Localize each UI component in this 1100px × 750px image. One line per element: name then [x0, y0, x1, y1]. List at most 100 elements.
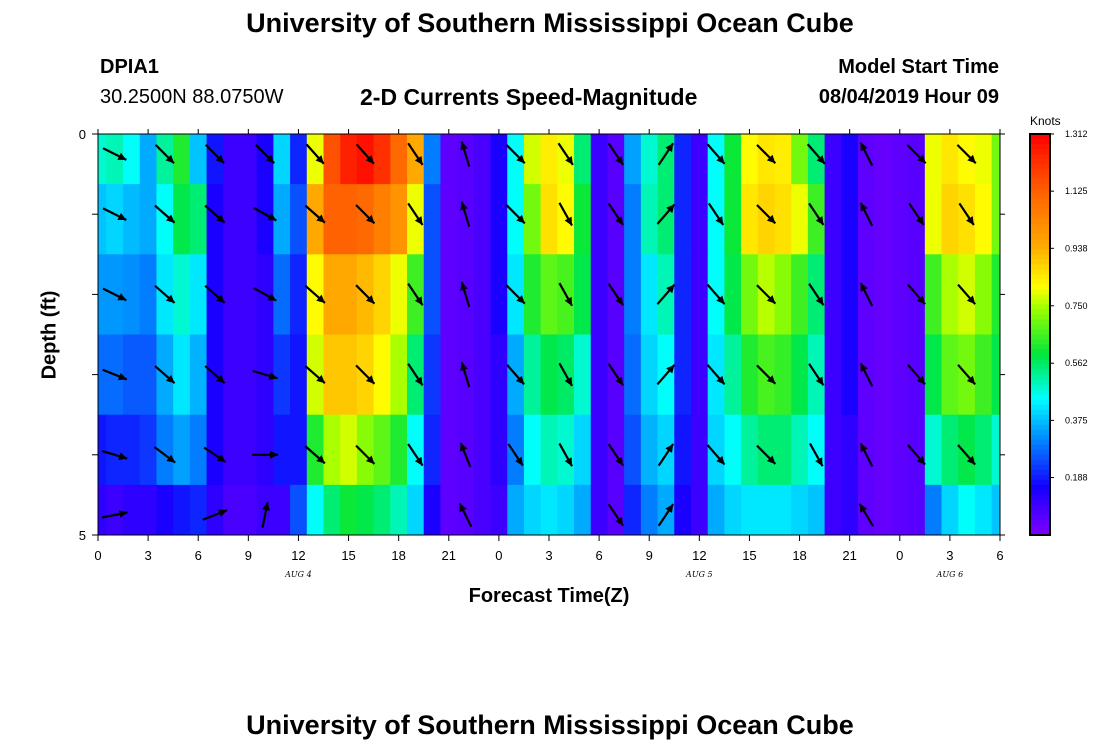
colorbar-segment	[1030, 504, 1050, 511]
arrow-head	[216, 294, 225, 303]
heatmap-cell	[741, 334, 759, 416]
heatmap-cell	[173, 254, 191, 336]
arrow-head	[365, 375, 375, 384]
current-arrow	[657, 503, 675, 527]
heatmap-cell	[340, 334, 358, 416]
heatmap-cell	[774, 334, 792, 416]
colorbar-segment	[1030, 209, 1050, 215]
current-arrow	[154, 144, 175, 165]
arrow-head	[564, 216, 573, 226]
current-arrow	[859, 141, 874, 167]
arrow-head	[716, 155, 725, 164]
current-arrow	[707, 202, 725, 226]
heatmap-cell	[440, 334, 458, 416]
heatmap-cell	[440, 184, 458, 255]
current-arrow	[252, 450, 279, 459]
current-arrow	[607, 202, 624, 226]
colorbar-segment	[1030, 309, 1050, 316]
heatmap-cell	[239, 134, 258, 185]
colorbar-segment	[1030, 509, 1050, 516]
arrow-head	[766, 214, 776, 224]
arrow-head	[414, 155, 423, 165]
colorbar-segment	[1030, 424, 1050, 431]
heatmap-cell	[874, 334, 893, 416]
heatmap-cell	[674, 254, 692, 336]
heatmap-cell	[106, 134, 124, 185]
heatmap-cell	[841, 184, 859, 255]
current-arrow	[808, 442, 824, 467]
colorbar-segment	[1030, 409, 1050, 416]
arrow-head	[715, 216, 724, 226]
current-arrow	[607, 443, 624, 467]
arrow-head	[267, 293, 277, 301]
current-arrow	[304, 204, 326, 224]
heatmap-cell	[423, 414, 442, 486]
arrow-head	[165, 214, 175, 223]
current-arrow	[355, 143, 375, 165]
current-arrow	[956, 144, 977, 165]
arrow-head	[665, 504, 674, 514]
x-tick-label: 21	[442, 548, 456, 563]
heatmap-cell	[757, 134, 776, 185]
heatmap-cell	[356, 414, 375, 486]
colorbar-segment	[1030, 394, 1050, 401]
heatmap-cell	[841, 134, 859, 185]
current-arrow	[355, 204, 376, 225]
heatmap-cell	[807, 414, 826, 486]
heatmap-cell	[991, 414, 1000, 486]
x-axis-label: Forecast Time(Z)	[468, 585, 630, 607]
colorbar-segment	[1030, 494, 1050, 501]
date-label: AUG 4	[284, 570, 312, 579]
arrow-head	[615, 296, 624, 306]
arrow-head	[316, 214, 325, 223]
heatmap-cell	[373, 414, 391, 486]
arrow-head	[268, 372, 278, 380]
heatmap-cell	[924, 414, 943, 486]
x-tick-label: 6	[996, 548, 1003, 563]
current-arrow	[203, 446, 227, 463]
heatmap-cell	[507, 484, 525, 535]
heatmap-cell	[440, 484, 458, 535]
colorbar-segment	[1030, 349, 1050, 356]
heatmap-cell	[640, 254, 659, 336]
current-arrow	[957, 283, 976, 305]
model-start-label: Model Start Time	[838, 56, 999, 78]
arrow-head	[716, 295, 725, 305]
heatmap-cell	[774, 134, 792, 185]
heatmap-cell	[139, 414, 158, 486]
current-arrow	[706, 364, 726, 386]
x-tick-label: 12	[291, 548, 305, 563]
heatmap-cell	[223, 184, 241, 255]
heatmap-cell	[407, 414, 425, 486]
colorbar-segment	[1030, 369, 1050, 376]
heatmap-cell	[540, 414, 558, 486]
heatmap-cell	[223, 254, 241, 336]
colorbar-segment	[1030, 279, 1050, 285]
heatmap-cell	[356, 184, 375, 255]
heatmap-cell	[858, 134, 876, 185]
heatmap-cell	[858, 414, 876, 486]
current-arrow	[305, 143, 325, 165]
arrow-head	[414, 296, 423, 306]
heatmap-cell	[139, 184, 158, 255]
arrow-head	[565, 155, 573, 165]
current-arrow	[407, 443, 424, 467]
current-arrow	[557, 142, 574, 166]
colorbar-segment	[1030, 484, 1050, 491]
heatmap-cell	[440, 134, 458, 185]
arrow-head	[460, 281, 468, 291]
heatmap-cell	[574, 334, 592, 416]
current-arrow	[806, 143, 826, 165]
current-arrow	[459, 442, 472, 468]
heatmap-cell	[423, 254, 442, 336]
colorbar-segment	[1030, 134, 1050, 140]
arrow-head	[716, 375, 725, 385]
arrow-head	[414, 456, 423, 466]
top-title: University of Southern Mississippi Ocean…	[246, 8, 854, 38]
heatmap-cell	[390, 134, 408, 185]
current-arrow	[656, 203, 676, 225]
heatmap-cell	[540, 134, 558, 185]
arrow-head	[515, 456, 523, 466]
heatmap-cell	[256, 414, 274, 486]
bottom-title: University of Southern Mississippi Ocean…	[246, 710, 854, 740]
